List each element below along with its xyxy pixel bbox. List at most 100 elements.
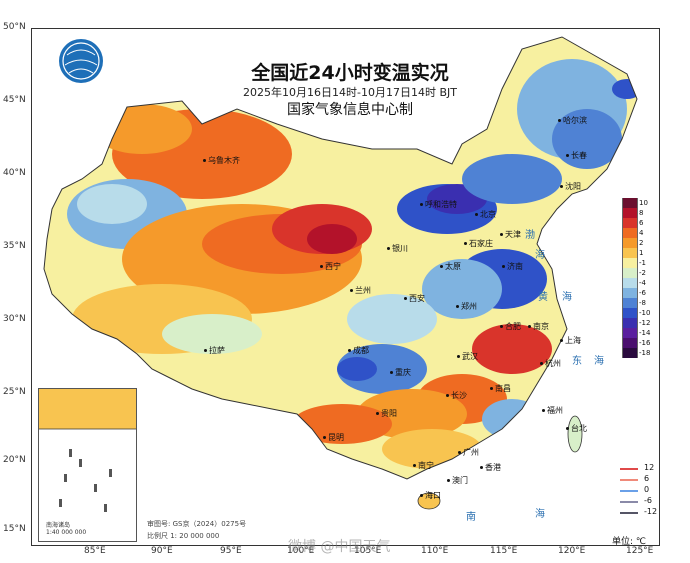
city-label-fuzhou: 福州 [542,405,563,416]
line-legend-swatch [620,490,638,492]
watermark: 微博 @中国天气 [288,539,391,555]
sea-label-dong1: 东 [572,356,582,367]
review-number: 审图号: GS京（2024）0275号 [147,520,247,528]
map-title: 全国近24小时变温实况 [251,62,449,84]
city-label-hefei: 合肥 [500,321,521,332]
line-legend-swatch [620,512,638,514]
city-label-tianjin: 天津 [500,229,521,240]
legend-swatch [622,258,638,268]
legend-swatch [622,348,638,358]
legend-label: 10 [639,199,648,207]
line-legend-label: -12 [644,507,658,516]
legend-label: -4 [639,279,646,287]
city-label-haikou: 海口 [420,490,441,501]
lat-tick: 20°N [3,455,26,465]
legend-label: -16 [639,339,651,347]
inset-map [39,389,136,512]
legend-swatch [622,328,638,338]
line-legend-swatch [620,468,638,470]
city-label-chengdu: 成都 [348,345,369,356]
legend-swatch [622,238,638,248]
city-label-changsha: 长沙 [446,390,467,401]
legend-swatch [622,298,638,308]
city-label-beijing: 北京 [475,209,496,220]
city-label-taiyuan: 太原 [440,261,461,272]
legend-swatch [622,338,638,348]
line-legend-label: 12 [644,463,655,472]
lon-tick: 100°E [287,546,315,556]
legend-label: -10 [639,309,651,317]
lon-tick: 120°E [558,546,586,556]
lat-tick: 50°N [3,22,26,32]
city-label-kunming: 昆明 [323,432,344,443]
legend-label: 8 [639,209,644,217]
city-label-zhengzhou: 郑州 [456,301,477,312]
lon-tick: 85°E [84,546,106,556]
legend-swatch [622,278,638,288]
legend-swatch [622,288,638,298]
sea-label-huang1: 黄 [538,292,548,303]
lon-tick: 95°E [220,546,242,556]
sea-label-bohai1: 渤 [525,230,535,241]
city-label-urumqi: 乌鲁木齐 [203,155,240,166]
lat-tick: 30°N [3,314,26,324]
city-label-chongqing: 重庆 [390,367,411,378]
temperature-change-map [43,36,638,510]
legend-label: -8 [639,299,646,307]
legend-label: 6 [639,219,644,227]
city-label-nanning: 南宁 [413,460,434,471]
city-label-yinchuan: 银川 [387,243,408,254]
city-label-lhasa: 拉萨 [204,345,225,356]
legend-swatch [622,208,638,218]
legend-swatch [622,218,638,228]
city-label-nanjing: 南京 [528,321,549,332]
inset-caption: 南海诸岛 [46,522,71,529]
lat-tick: 45°N [3,95,26,105]
legend-label: -12 [639,319,651,327]
map-scale: 比例尺 1: 20 000 000 [147,532,220,540]
line-legend-swatch [620,501,638,503]
sea-label-bohai2: 海 [535,250,545,261]
city-label-shenyang: 沈阳 [560,181,581,192]
city-label-xian: 西安 [404,293,425,304]
lat-tick: 15°N [3,524,26,534]
legend-label: 1 [639,249,644,257]
line-legend-swatch [620,479,638,481]
color-legend: 10 8 6 4 2 1 -1 -2 -4 -6 -8 -10 -12 -14 -16 -18 [622,198,650,358]
city-label-shijiazhuang: 石家庄 [464,238,493,249]
sea-label-nan1: 南 [466,512,476,523]
lon-tick: 115°E [490,546,518,556]
legend-label: -1 [639,259,646,267]
city-label-hohhot: 呼和浩特 [420,199,457,210]
cma-logo-icon [59,39,103,83]
lat-tick: 40°N [3,168,26,178]
legend-swatch [622,248,638,258]
legend-swatch [622,228,638,238]
south-china-sea-inset [38,388,137,542]
city-label-guangzhou: 广州 [458,447,479,458]
city-label-hangzhou: 杭州 [540,358,561,369]
lon-tick: 90°E [151,546,173,556]
city-label-guiyang: 贵阳 [376,408,397,419]
map-issuer: 国家气象信息中心制 [287,102,413,118]
line-legend-label: -6 [644,496,652,505]
legend-label: 4 [639,229,644,237]
city-label-hongkong: 香港 [480,462,501,473]
city-label-harbin: 哈尔滨 [558,115,587,126]
legend-swatch [622,308,638,318]
city-label-wuhan: 武汉 [457,351,478,362]
lat-tick: 35°N [3,241,26,251]
city-label-shanghai: 上海 [560,335,581,346]
inset-scale: 1:40 000 000 [46,529,87,536]
legend-label: 2 [639,239,644,247]
sea-label-nan2: 海 [535,509,545,520]
lon-tick: 105°E [354,546,382,556]
city-label-lanzhou: 兰州 [350,285,371,296]
lat-tick: 25°N [3,387,26,397]
city-label-nanchang: 南昌 [490,383,511,394]
legend-swatch [622,318,638,328]
map-subtitle: 2025年10月16日14时-10月17日14时 BJT [243,86,457,99]
legend-label: -2 [639,269,646,277]
city-label-xining: 西宁 [320,261,341,272]
city-label-macau: 澳门 [447,475,468,486]
